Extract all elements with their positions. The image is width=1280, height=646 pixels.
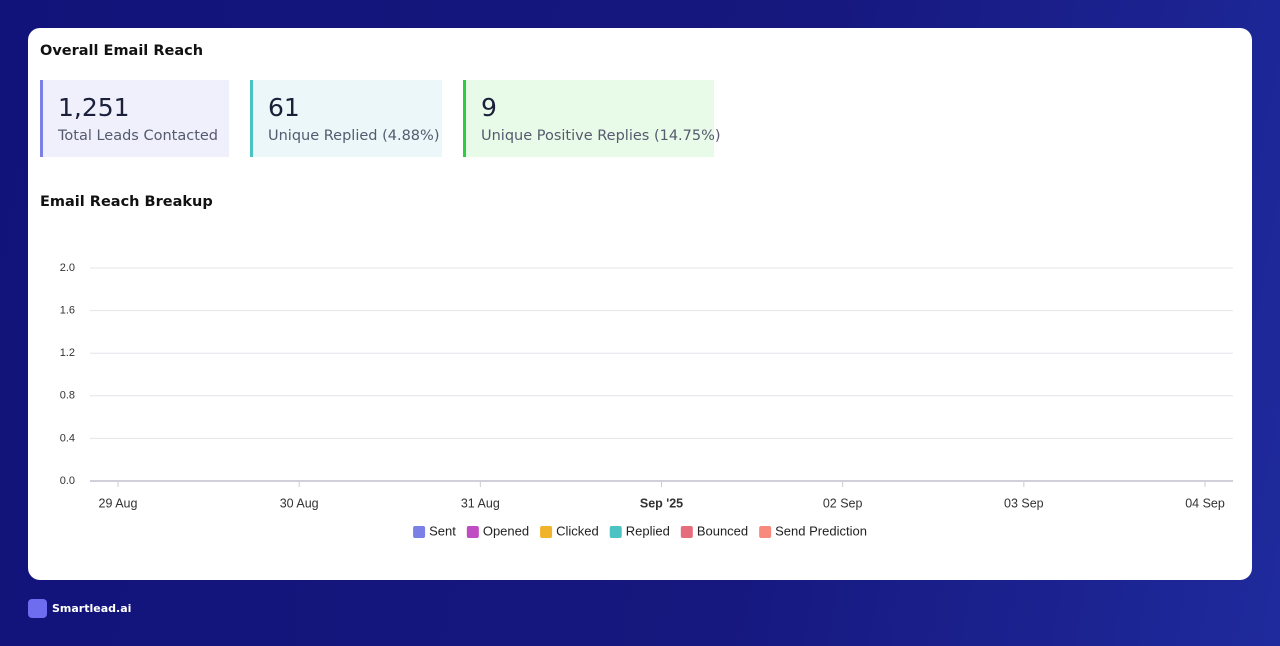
legend-swatch	[680, 526, 693, 538]
legend-label: Send Prediction	[775, 523, 867, 538]
brand: Smartlead.ai	[52, 602, 132, 615]
stat-label: Total Leads Contacted	[58, 128, 219, 144]
legend-label: Clicked	[556, 523, 599, 538]
legend-label: Bounced	[697, 523, 748, 538]
y-tick-label: 1.2	[60, 347, 75, 359]
x-tick-label: Sep '25	[640, 496, 683, 510]
legend-swatch	[466, 526, 479, 538]
chart-title: Email Reach Breakup	[40, 194, 213, 210]
x-tick-label: 30 Aug	[280, 496, 319, 510]
x-tick-label: 02 Sep	[823, 496, 863, 510]
legend-label: Opened	[483, 523, 529, 538]
panel-title: Overall Email Reach	[40, 43, 204, 59]
legend-swatch	[759, 526, 772, 538]
x-tick-label: 31 Aug	[461, 496, 500, 510]
stat-value: 61	[268, 93, 300, 122]
stat-card: 1,251 Total Leads Contacted	[40, 80, 229, 157]
legend-swatch	[540, 526, 553, 538]
logo	[28, 599, 47, 618]
x-tick-label: 03 Sep	[1004, 496, 1044, 510]
legend-swatch	[609, 526, 622, 538]
stat-value: 9	[481, 93, 497, 122]
legend-label: Sent	[429, 523, 456, 538]
y-tick-label: 0.8	[60, 390, 75, 402]
stat-label: Unique Replied (4.88%)	[268, 128, 440, 144]
stat-value: 1,251	[58, 93, 130, 122]
y-tick-label: 2.0	[60, 262, 75, 274]
y-tick-label: 0.0	[60, 475, 75, 487]
legend-swatch	[413, 526, 426, 538]
y-tick-label: 1.6	[60, 305, 75, 317]
y-tick-label: 0.4	[60, 432, 75, 444]
stat-card: 9 Unique Positive Replies (14.75%)	[463, 80, 721, 157]
stat-label: Unique Positive Replies (14.75%)	[481, 128, 721, 144]
legend-label: Replied	[626, 523, 670, 538]
stat-card: 61 Unique Replied (4.88%)	[250, 80, 442, 157]
x-tick-label: 04 Sep	[1185, 496, 1225, 510]
x-tick-label: 29 Aug	[99, 496, 138, 510]
